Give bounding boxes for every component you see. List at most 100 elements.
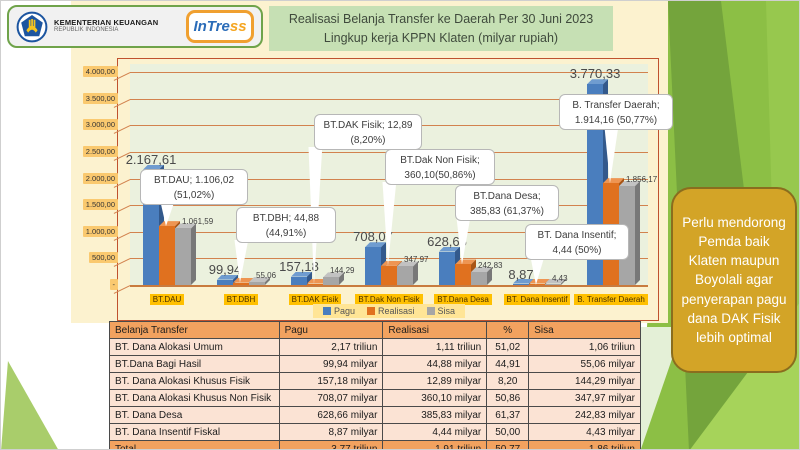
table-row: BT. Dana Alokasi Umum 2,17 triliun 1,11 tr…: [109, 338, 641, 356]
y-axis-tick-label: 1.000,00: [82, 225, 118, 237]
data-annotation: B. Transfer Daerah; 1.914,16 (50,77%): [559, 94, 673, 130]
table-cell: 8,87 milyar: [278, 423, 384, 441]
y-axis-tick-text: 1.500,00: [82, 199, 118, 211]
annotation-line1: BT.Dana Desa;: [473, 191, 541, 202]
belanja-transfer-table: Belanja Transfer Pagu Realisasi% Sisa BT. Da…: [109, 321, 641, 449]
pagu-value-label: 157,18: [279, 258, 319, 274]
annotation-line1: BT.DAK Fisik; 12,89: [323, 120, 413, 131]
table-cell: 50,77: [486, 440, 530, 449]
sisa-value-label: 347,97: [404, 255, 429, 265]
slide-title-line2: Lingkup kerja KPPN Klaten (milyar rupiah…: [323, 30, 559, 45]
table-row: BT. Dana Alokasi Khusus Fisik 157,18 mily…: [109, 372, 641, 390]
bar-top-face: [545, 278, 566, 284]
table-cell: 8,20: [486, 372, 530, 390]
chart-gridline: [130, 72, 648, 73]
bar-sisa-1: [249, 282, 265, 285]
bar-realisasi-2: [307, 283, 323, 285]
annotation-line2: (8,20%): [350, 135, 386, 146]
intress-logo-text-orange: ss: [229, 18, 247, 35]
annotation-line1: BT.DAU; 1.106,02: [153, 175, 235, 186]
x-axis-label-text: BT. Dana Insentif: [503, 294, 571, 305]
table-header-cell: Belanja Transfer: [109, 321, 280, 339]
bar-chart: 4.000,00 3.500,00 3.000,00 2.500,00 2.000,00…: [82, 58, 673, 321]
ministry-name: KEMENTERIAN KEUANGAN REPUBLIK INDONESIA: [54, 18, 158, 35]
legend-swatch-icon: [322, 307, 331, 315]
bar-side-face: [339, 272, 344, 285]
x-axis-label: BT.DBH: [204, 289, 278, 307]
bar-sisa-0: [175, 228, 191, 285]
table-cell: BT. Dana Alokasi Khusus Fisik: [109, 372, 280, 390]
table-cell: BT. Dana Insentif Fiskal: [109, 423, 280, 441]
x-axis-labels: BT.DAU BT.DBH BT.DAK Fisik BT.Dak Non Fisik…: [130, 289, 648, 307]
bar-top-face: [233, 277, 254, 283]
intress-logo-text-blue: InTre: [193, 18, 230, 35]
legend-label: Realisasi: [378, 306, 415, 316]
table-row: BT. Dana Desa 628,66 milyar 385,83 milyar 6…: [109, 406, 641, 424]
data-annotation: BT.Dak Non Fisik; 360,10(50,86%): [385, 149, 495, 185]
y-axis-tick-text: 3.000,00: [82, 119, 118, 131]
annotation-line2: (51,02%): [173, 190, 215, 201]
bar-sisa-3: [397, 266, 413, 285]
kemenkeu-emblem-icon: [16, 11, 48, 42]
pagu-value-label: 99,94: [208, 261, 242, 277]
table-cell: BT. Dana Alokasi Khusus Non Fisik: [109, 389, 280, 407]
bar-top-face: [603, 178, 624, 184]
y-axis-tick-label: 3.000,00: [82, 119, 118, 131]
y-axis-tick-label: 2.500,00: [82, 145, 118, 157]
annotation-line2: (44,91%): [265, 228, 307, 239]
table-cell: 61,37: [486, 406, 530, 424]
x-axis-label: B. Transfer Daerah: [574, 289, 648, 307]
table-cell: 99,94 milyar: [278, 355, 384, 373]
y-axis-tick-label: 4.000,00: [82, 66, 118, 77]
slide-title-line1: Realisasi Belanja Transfer ke Daerah Per…: [288, 11, 594, 26]
bar-side-face: [635, 181, 640, 285]
bar-side-face: [191, 223, 196, 285]
annotation-line2: 360,10(50,86%): [404, 170, 476, 181]
y-axis-tick-label: 2.000,00: [82, 172, 118, 184]
pagu-value-label: 3.770,33: [569, 66, 621, 82]
data-annotation: BT.Dana Desa; 385,83 (61,37%): [455, 185, 559, 221]
legend-swatch-icon: [367, 307, 375, 315]
x-axis-label: BT.Dak Non Fisik: [352, 289, 426, 307]
y-axis-tick-text: 1.000,00: [82, 225, 118, 237]
annotation-line1: BT.DBH; 44,88: [252, 213, 320, 224]
bar-sisa-5: [545, 283, 561, 285]
intress-logo: InTre ss: [186, 10, 254, 43]
x-axis-label-text: BT.Dak Non Fisik: [355, 294, 423, 305]
annotation-line1: BT.Dak Non Fisik;: [400, 155, 480, 166]
legend-label: Sisa: [437, 306, 456, 316]
bar-top-face: [175, 223, 196, 229]
table-cell: 44,88 milyar: [382, 355, 488, 373]
bar-side-face: [307, 271, 312, 285]
y-axis-tick-text: 2.000,00: [82, 172, 118, 184]
table-header-cell: Pagu: [278, 321, 384, 339]
table-cell: BT. Dana Desa: [109, 406, 280, 424]
table-cell: 242,83 milyar: [528, 406, 641, 424]
data-annotation: BT.DBH; 44,88 (44,91%): [236, 207, 336, 243]
table-cell: 360,10 milyar: [382, 389, 488, 407]
legend-item-pagu: Pagu: [322, 306, 355, 316]
table-cell: BT. Dana Alokasi Umum: [109, 338, 280, 356]
bar-side-face: [233, 274, 238, 285]
table-cell: 708,07 milyar: [278, 389, 384, 407]
y-axis-tick-text: 4.000,00: [82, 66, 118, 77]
sisa-value-label: 55,06: [256, 271, 277, 281]
chart-legend: Pagu Realisasi Sisa: [130, 304, 648, 318]
table-cell: BT.Dana Bagi Hasil: [109, 355, 280, 373]
bar-pagu-3: [365, 247, 381, 285]
bar-realisasi-1: [233, 282, 249, 285]
table-cell: 1,06 triliun: [528, 338, 641, 356]
chart-legend-strip: Pagu Realisasi Sisa: [312, 304, 466, 318]
y-axis-tick-text: 3.500,00: [82, 92, 118, 104]
bar-top-face: [159, 221, 180, 227]
bar-realisasi-5: [529, 283, 545, 285]
bar-sisa-4: [471, 272, 487, 285]
x-axis-label-text: BT.DAK Fisik: [288, 294, 342, 305]
bar-top-face: [365, 242, 386, 248]
table-header-cell: Realisasi: [382, 321, 488, 339]
bar-top-face: [619, 181, 640, 187]
bar-top-face: [217, 274, 238, 280]
sisa-value-label: 1.856,17: [626, 175, 658, 185]
data-annotation: BT.DAK Fisik; 12,89 (8,20%): [314, 114, 422, 150]
